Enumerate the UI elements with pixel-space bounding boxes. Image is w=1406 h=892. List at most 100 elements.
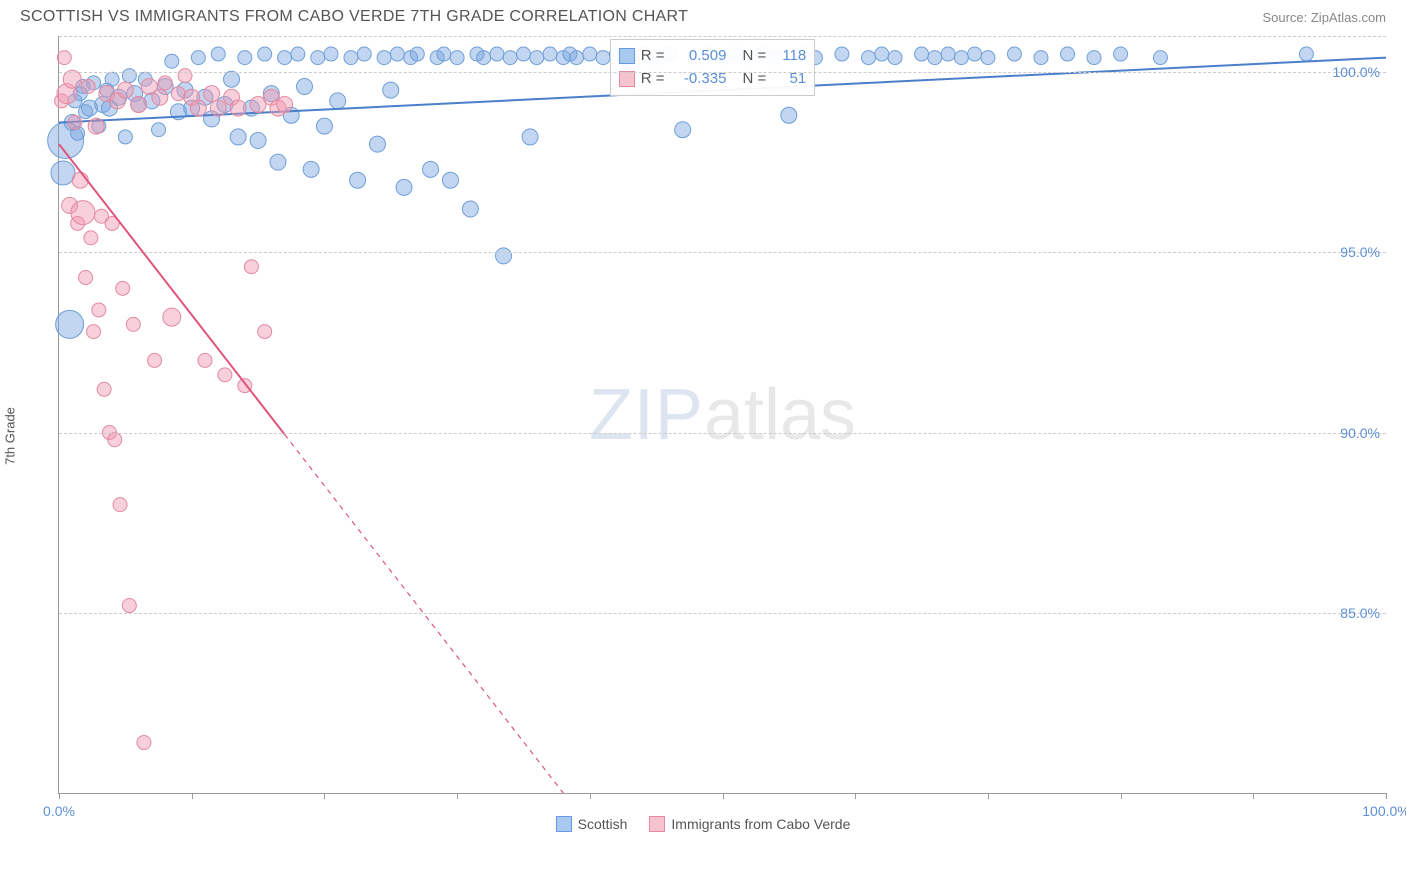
- chart-container: 7th Grade ZIPatlas R =0.509N =118R =-0.3…: [20, 36, 1386, 836]
- y-tick-label: 95.0%: [1340, 244, 1380, 260]
- scatter-point-cabo_verde: [81, 79, 95, 93]
- stat-r-value: -0.335: [670, 67, 726, 90]
- stat-swatch-icon: [619, 48, 635, 64]
- scatter-point-cabo_verde: [122, 599, 136, 613]
- scatter-point-scottish: [437, 47, 451, 61]
- y-tick-label: 85.0%: [1340, 605, 1380, 621]
- scatter-point-cabo_verde: [57, 51, 71, 65]
- scatter-point-cabo_verde: [258, 325, 272, 339]
- stat-r-label: R =: [641, 67, 665, 90]
- stat-row: R =-0.335N =51: [619, 67, 807, 90]
- scatter-point-scottish: [490, 47, 504, 61]
- legend-swatch-icon: [556, 816, 572, 832]
- scatter-point-cabo_verde: [68, 116, 82, 130]
- scatter-point-cabo_verde: [126, 317, 140, 331]
- legend-item: Immigrants from Cabo Verde: [649, 816, 850, 832]
- scatter-point-scottish: [1087, 51, 1101, 65]
- scatter-point-scottish: [56, 310, 84, 338]
- x-tick: [324, 793, 325, 799]
- scatter-point-cabo_verde: [116, 281, 130, 295]
- scatter-point-scottish: [423, 161, 439, 177]
- scatter-point-scottish: [875, 47, 889, 61]
- x-tick: [723, 793, 724, 799]
- x-tick: [192, 793, 193, 799]
- scatter-point-scottish: [165, 54, 179, 68]
- scatter-point-scottish: [118, 130, 132, 144]
- scatter-point-scottish: [516, 47, 530, 61]
- plot-area: ZIPatlas R =0.509N =118R =-0.335N =51 85…: [58, 36, 1386, 794]
- legend-label: Immigrants from Cabo Verde: [671, 816, 850, 832]
- scatter-point-scottish: [330, 93, 346, 109]
- scatter-point-cabo_verde: [113, 498, 127, 512]
- scatter-point-scottish: [861, 51, 875, 65]
- chart-source: Source: ZipAtlas.com: [1262, 10, 1386, 25]
- x-tick: [59, 793, 60, 799]
- scatter-point-scottish: [311, 51, 325, 65]
- scatter-point-scottish: [503, 51, 517, 65]
- scatter-point-scottish: [543, 47, 557, 61]
- scatter-point-scottish: [357, 47, 371, 61]
- scatter-point-scottish: [211, 47, 225, 61]
- legend-label: Scottish: [578, 816, 628, 832]
- stat-swatch-icon: [619, 71, 635, 87]
- chart-header: SCOTTISH VS IMMIGRANTS FROM CABO VERDE 7…: [0, 0, 1406, 30]
- x-tick: [457, 793, 458, 799]
- gridline-h: [59, 72, 1386, 73]
- scatter-point-scottish: [51, 161, 75, 185]
- scatter-point-scottish: [583, 47, 597, 61]
- scatter-point-scottish: [250, 133, 266, 149]
- scatter-point-scottish: [369, 136, 385, 152]
- scatter-point-cabo_verde: [79, 271, 93, 285]
- scatter-point-scottish: [383, 82, 399, 98]
- scatter-point-cabo_verde: [88, 118, 104, 134]
- scatter-point-scottish: [450, 51, 464, 65]
- scatter-point-cabo_verde: [244, 260, 258, 274]
- x-tick: [590, 793, 591, 799]
- scatter-point-cabo_verde: [97, 382, 111, 396]
- scatter-point-cabo_verde: [218, 368, 232, 382]
- scatter-point-scottish: [928, 51, 942, 65]
- scatter-point-scottish: [477, 51, 491, 65]
- scatter-point-cabo_verde: [163, 308, 181, 326]
- scatter-point-scottish: [462, 201, 478, 217]
- scatter-point-cabo_verde: [277, 96, 293, 112]
- trend-line-cabo_verde: [59, 144, 285, 434]
- scatter-point-cabo_verde: [148, 353, 162, 367]
- scatter-point-scottish: [522, 129, 538, 145]
- scatter-point-scottish: [442, 172, 458, 188]
- stat-r-label: R =: [641, 44, 665, 67]
- x-tick: [855, 793, 856, 799]
- scatter-point-cabo_verde: [137, 736, 151, 750]
- x-tick: [1253, 793, 1254, 799]
- stat-row: R =0.509N =118: [619, 44, 807, 67]
- chart-title: SCOTTISH VS IMMIGRANTS FROM CABO VERDE 7…: [20, 8, 688, 26]
- scatter-point-scottish: [152, 123, 166, 137]
- scatter-point-cabo_verde: [117, 82, 133, 98]
- scatter-point-scottish: [1299, 47, 1313, 61]
- scatter-point-scottish: [1034, 51, 1048, 65]
- scatter-point-scottish: [410, 47, 424, 61]
- scatter-point-scottish: [596, 51, 610, 65]
- scatter-point-cabo_verde: [131, 96, 147, 112]
- legend: Scottish Immigrants from Cabo Verde: [20, 816, 1386, 832]
- plot-svg: [59, 36, 1386, 793]
- correlation-stat-box: R =0.509N =118R =-0.335N =51: [610, 39, 816, 96]
- scatter-point-scottish: [396, 179, 412, 195]
- stat-n-value: 51: [772, 67, 806, 90]
- y-axis-label: 7th Grade: [3, 407, 18, 465]
- stat-r-value: 0.509: [670, 44, 726, 67]
- scatter-point-scottish: [344, 51, 358, 65]
- scatter-point-cabo_verde: [108, 433, 122, 447]
- scatter-point-scottish: [258, 47, 272, 61]
- scatter-point-scottish: [835, 47, 849, 61]
- gridline-h: [59, 613, 1386, 614]
- gridline-h: [59, 252, 1386, 253]
- scatter-point-scottish: [278, 51, 292, 65]
- x-tick: [1386, 793, 1387, 799]
- scatter-point-cabo_verde: [190, 100, 206, 116]
- scatter-point-scottish: [1007, 47, 1021, 61]
- scatter-point-scottish: [781, 107, 797, 123]
- scatter-point-scottish: [981, 51, 995, 65]
- scatter-point-cabo_verde: [198, 353, 212, 367]
- scatter-point-scottish: [1114, 47, 1128, 61]
